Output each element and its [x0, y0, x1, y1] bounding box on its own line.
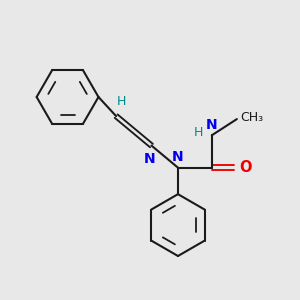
Text: N: N — [206, 118, 218, 132]
Text: O: O — [239, 160, 252, 175]
Text: H: H — [117, 95, 126, 108]
Text: H: H — [194, 126, 204, 139]
Text: N: N — [172, 150, 183, 164]
Text: CH₃: CH₃ — [240, 111, 263, 124]
Text: N: N — [144, 152, 156, 166]
